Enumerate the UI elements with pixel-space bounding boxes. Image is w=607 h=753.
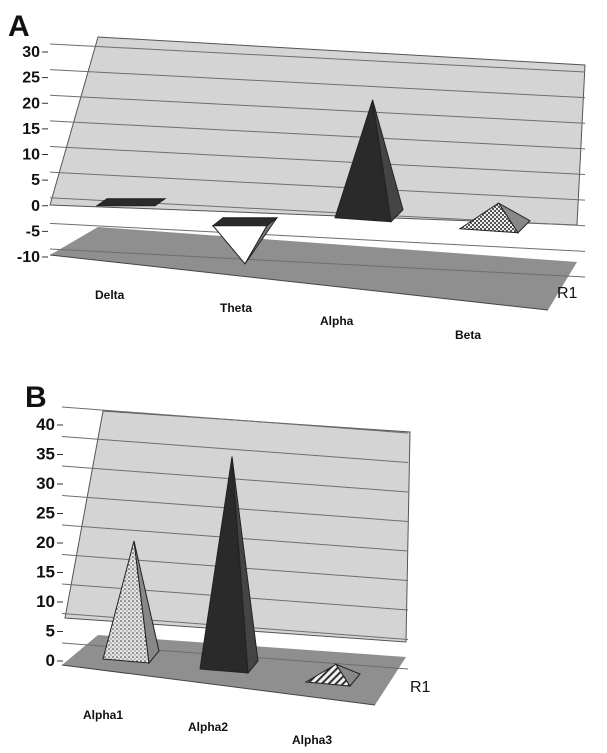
pyramid-alpha1 [102, 540, 160, 665]
category-label-beta: Beta [455, 328, 481, 342]
y-tick-label: 10 [36, 592, 55, 611]
category-label-alpha: Alpha [320, 314, 354, 328]
gridline [49, 146, 586, 175]
floor [50, 227, 577, 310]
y-tick-label: 0 [46, 651, 55, 670]
pyramid-side [498, 202, 531, 234]
gridline [49, 43, 586, 73]
y-tick-label: 15 [22, 121, 40, 138]
y-tick-label: 20 [36, 533, 55, 552]
y-tick-label: 20 [22, 95, 40, 112]
gridline [49, 69, 586, 99]
y-tick-label: 30 [22, 44, 40, 61]
pyramid-side [372, 99, 404, 223]
pyramid-alpha3 [304, 663, 361, 687]
pyramid-delta [95, 198, 167, 207]
back-wall [49, 36, 586, 226]
y-tick-label: 35 [36, 445, 55, 464]
floor-front-edge [49, 254, 549, 311]
gridlines [49, 43, 586, 278]
y-axis-ticks: 30 25 20 15 10 5 0 -5 -10 [17, 44, 48, 266]
y-tick-label: 5 [31, 172, 40, 189]
pyramid-beta [458, 202, 531, 234]
gridline [49, 94, 586, 124]
pyramid-alpha2 [199, 456, 259, 675]
y-axis-ticks: 40 35 30 25 20 15 10 5 0 [36, 415, 63, 670]
pyramid-face [95, 198, 167, 207]
category-label-delta: Delta [95, 288, 125, 302]
y-tick-label: -5 [26, 223, 40, 240]
gridline [49, 248, 586, 278]
y-tick-label: 40 [36, 415, 55, 434]
panel-label-a: A [8, 10, 30, 43]
y-tick-label: 25 [36, 504, 55, 523]
pyramid-marks [95, 99, 531, 265]
panel-label-b: B [25, 381, 47, 414]
pyramid-theta [211, 217, 279, 265]
pyramid-side [231, 456, 259, 675]
category-label-alpha3: Alpha3 [292, 733, 332, 747]
gridline [61, 406, 409, 434]
y-tick-label: 10 [22, 147, 40, 164]
pyramid-marks [102, 456, 361, 687]
y-tick-label: 5 [46, 622, 55, 641]
gridline [49, 120, 586, 150]
series-label-r1: R1 [557, 285, 578, 302]
y-tick-label: 25 [22, 70, 40, 87]
gridline [61, 436, 409, 463]
category-label-theta: Theta [220, 301, 252, 315]
gridline [49, 222, 586, 252]
pyramid-base [211, 217, 279, 227]
y-tick-label: 30 [36, 474, 55, 493]
y-tick-label: 0 [31, 198, 40, 215]
pyramid-side [334, 663, 361, 687]
floor-front-edge [61, 664, 376, 706]
category-label-alpha2: Alpha2 [188, 720, 228, 734]
gridline [49, 171, 586, 201]
category-label-alpha1: Alpha1 [83, 708, 123, 722]
y-tick-label: -10 [17, 249, 40, 266]
y-tick-label: 15 [36, 563, 55, 582]
pyramid-side [133, 540, 160, 665]
series-label-r1: R1 [410, 679, 431, 696]
pyramid-side [244, 217, 278, 265]
chart-panel-a: A 30 25 20 15 10 5 0 -5 -10 Delta Theta Alpha Be… [8, 10, 586, 342]
pyramid-alpha [334, 99, 404, 223]
